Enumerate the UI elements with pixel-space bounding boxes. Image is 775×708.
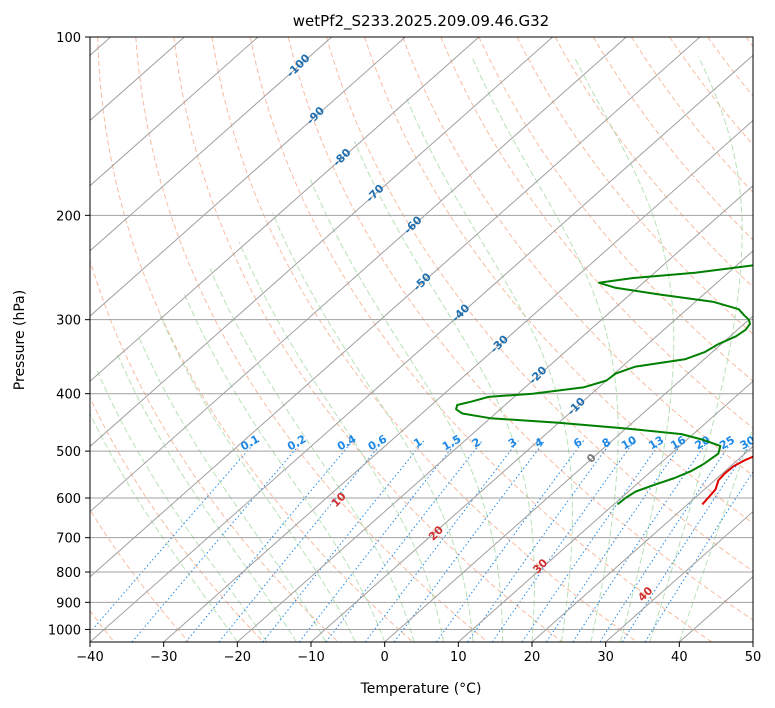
isotherm [237, 184, 753, 642]
dry-adiabat [325, 37, 753, 572]
x-tick-label: 30 [597, 650, 614, 665]
moist-adiabat [209, 268, 415, 642]
mixing-ratio-line [491, 440, 636, 642]
x-tick-label: 10 [450, 650, 467, 665]
y-tick-label: 900 [56, 596, 81, 611]
dry-adiabat [631, 37, 753, 194]
dry-adiabat [90, 508, 190, 642]
x-tick-label: −40 [76, 650, 103, 665]
x-tick-label: 50 [745, 650, 762, 665]
x-tick-label: 20 [524, 650, 541, 665]
dry-adiabat [402, 37, 753, 477]
y-tick-label: 1000 [48, 623, 81, 638]
temperature-profile-line [701, 455, 753, 506]
isotherm [605, 510, 753, 642]
mixing-ratio-lines [90, 440, 753, 642]
x-axis-title: Temperature (°C) [360, 681, 482, 697]
moist-adiabat [573, 56, 675, 642]
isotherm [90, 37, 701, 578]
mixing-ratio-line [218, 440, 384, 642]
y-tick-label: 600 [56, 492, 81, 507]
moist-adiabat [271, 212, 474, 642]
dry-adiabat [173, 37, 563, 642]
x-axis-ticks: −40 −30 −20 −10 0 10 20 30 40 50 [76, 642, 761, 665]
isotherm [90, 37, 553, 448]
x-tick-label: −10 [297, 650, 324, 665]
chart-title: wetPf2_S233.2025.209.09.46.G32 [293, 12, 549, 31]
dry-adiabat [135, 37, 488, 642]
mixing-ratio-line [185, 440, 354, 642]
moist-adiabat [405, 96, 573, 642]
y-tick-label: 500 [56, 445, 81, 460]
y-axis-ticks: 100 200 300 400 500 600 700 800 900 1000 [48, 31, 90, 638]
x-tick-label: 40 [671, 650, 688, 665]
moist-adiabat [238, 242, 445, 642]
moist-adiabat [116, 353, 297, 642]
pressure-gridlines [90, 37, 753, 630]
moist-adiabat [159, 314, 356, 642]
mixing-ratio-line [298, 440, 459, 642]
moist-adiabat [678, 426, 753, 642]
isotherm [310, 250, 753, 642]
profile-series [455, 264, 753, 506]
moist-adiabat [471, 56, 619, 642]
mixing-ratio-line [599, 440, 733, 642]
dry-adiabat [478, 37, 753, 382]
mixing-ratio-line [572, 440, 709, 642]
dry-adiabat [97, 37, 414, 642]
isotherm [90, 37, 332, 252]
dry-adiabat [249, 37, 712, 642]
isotherm [458, 380, 753, 642]
mixing-ratio-line [393, 440, 546, 642]
dry-adiabat [287, 37, 753, 621]
mixing-ratio-line [435, 440, 584, 642]
isotherm [90, 37, 406, 317]
isotherm [90, 37, 480, 382]
y-tick-label: 700 [56, 532, 81, 547]
mixing-ratio-line [621, 440, 753, 642]
y-tick-label: 300 [56, 314, 81, 329]
mixing-ratio-label: 30 [738, 433, 758, 452]
y-axis-title: Pressure (hPa) [12, 290, 28, 390]
y-tick-label: 100 [56, 31, 81, 46]
isotherm [90, 37, 627, 513]
isotherm [163, 119, 753, 642]
dry-adiabat [211, 37, 638, 642]
mixing-ratio-line [545, 440, 685, 642]
dry-adiabat [364, 37, 753, 524]
dry-adiabat [90, 258, 339, 642]
y-tick-label: 800 [56, 566, 81, 581]
x-tick-label: 0 [381, 650, 389, 665]
isotherm [531, 445, 753, 642]
y-tick-label: 200 [56, 209, 81, 224]
isotherm [90, 37, 259, 187]
y-tick-label: 400 [56, 388, 81, 403]
dry-adiabat [90, 396, 264, 642]
isotherm [90, 54, 753, 642]
dry-adiabat [592, 37, 753, 241]
x-tick-label: −30 [150, 650, 177, 665]
mixing-ratio-line [521, 440, 663, 642]
x-tick-label: −20 [224, 650, 251, 665]
moist-adiabat [137, 334, 327, 642]
moist-adiabat [649, 56, 743, 642]
plot-frame [89, 36, 754, 643]
dewpoint-profile-line [455, 264, 753, 506]
mixing-ratio-line [644, 470, 753, 642]
mixing-ratio-line [90, 440, 257, 634]
